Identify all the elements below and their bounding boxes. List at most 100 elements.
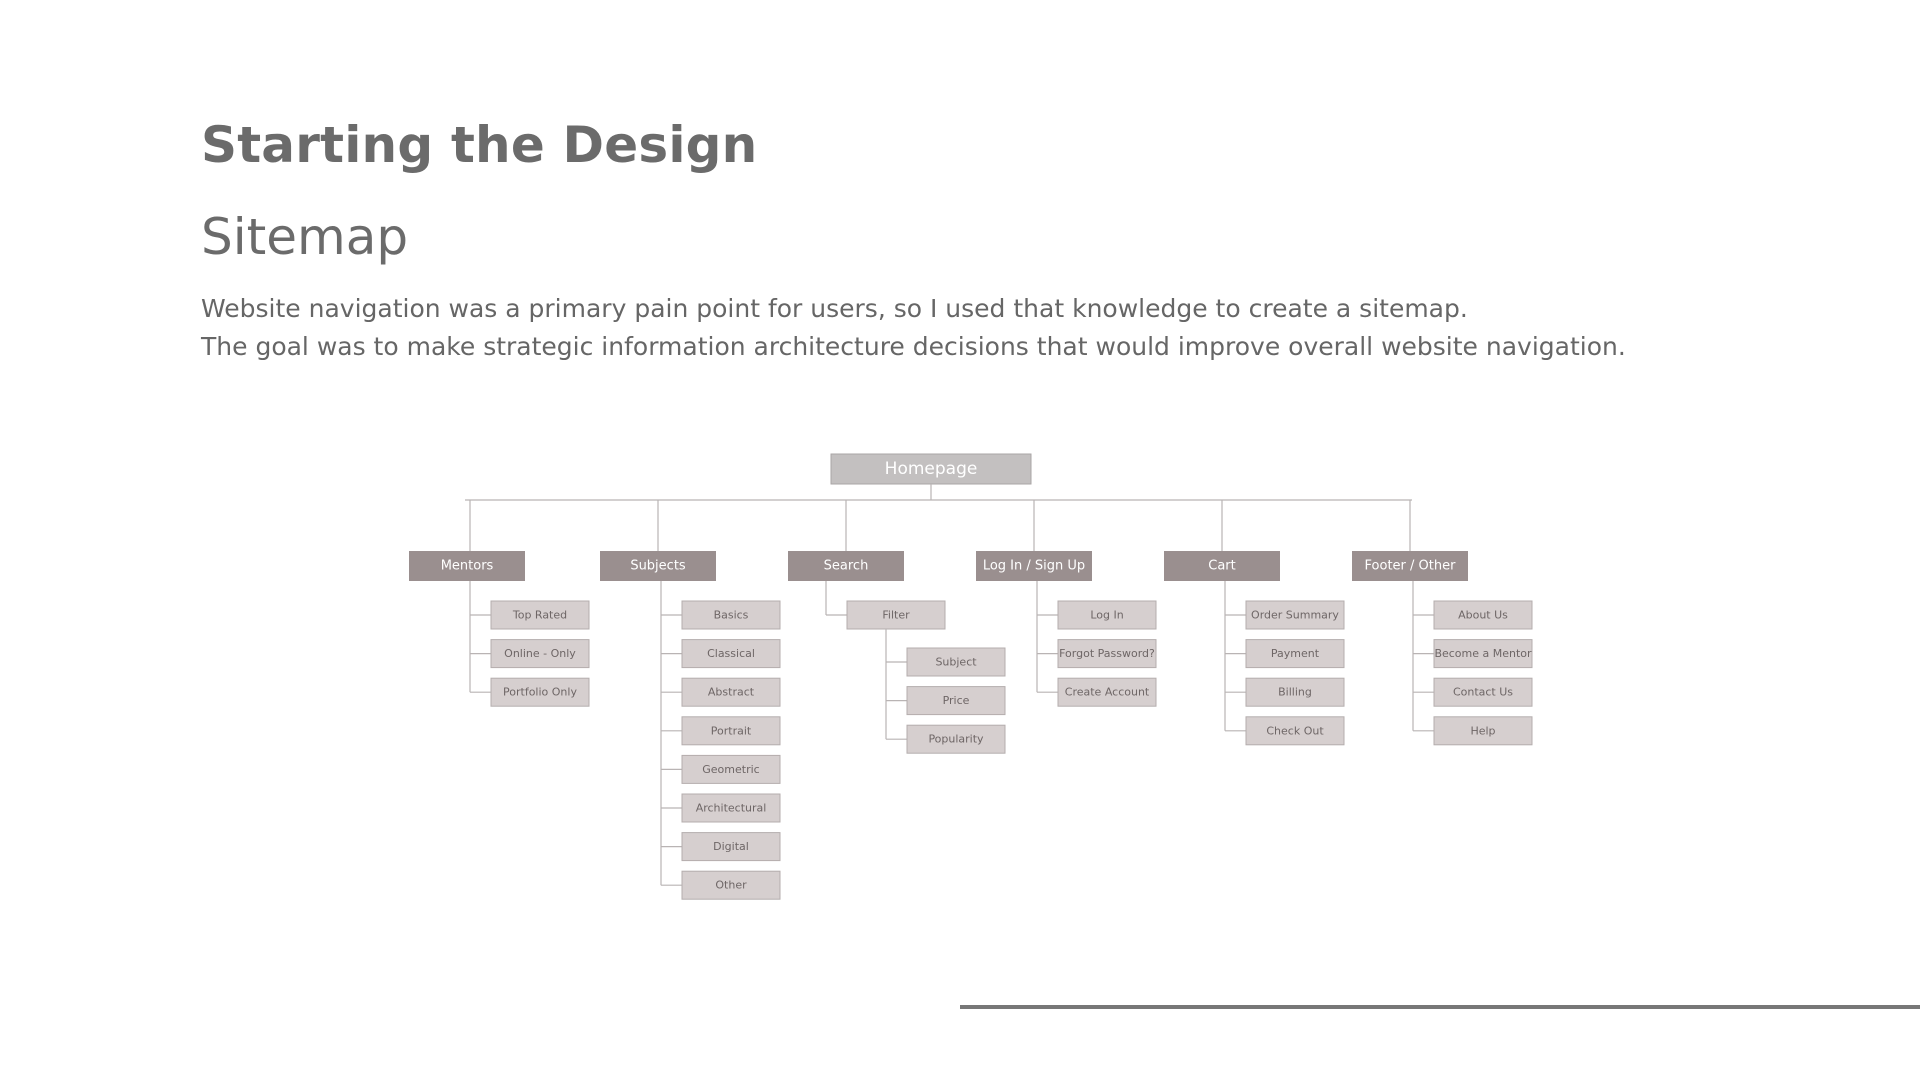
- sitemap-item-log-in: Log In: [1057, 600, 1157, 630]
- sitemap-item-check-out-box: [1245, 716, 1345, 746]
- sitemap-item-forgot-password: Forgot Password?: [1057, 639, 1157, 669]
- sitemap-item-portfolio-only-label: Portfolio Only: [503, 686, 577, 699]
- sitemap-root-homepage-label: Homepage: [885, 459, 978, 479]
- description-line-1: Website navigation was a primary pain po…: [201, 294, 1468, 323]
- sitemap-category-search: Search: [788, 551, 904, 581]
- sitemap-item-digital-label: Digital: [713, 840, 749, 853]
- sitemap-item-help-label: Help: [1470, 724, 1495, 737]
- sitemap-item-check-out: Check Out: [1245, 716, 1345, 746]
- sitemap-item-subject-box: [906, 647, 1006, 677]
- sitemap-root-homepage: Homepage: [830, 453, 1032, 485]
- sitemap-item-portrait-box: [681, 716, 781, 746]
- sitemap-item-architectural-label: Architectural: [696, 802, 767, 815]
- sitemap-item-help: Help: [1433, 716, 1533, 746]
- slide-subtitle: Sitemap: [201, 208, 409, 266]
- sitemap-item-price-box: [906, 686, 1006, 716]
- sitemap-item-geometric-label: Geometric: [702, 763, 759, 776]
- sitemap-item-popularity-label: Popularity: [928, 733, 984, 746]
- sitemap-item-abstract: Abstract: [681, 677, 781, 707]
- sitemap-item-billing-label: Billing: [1278, 686, 1312, 699]
- sitemap-item-become-a-mentor: Become a Mentor: [1433, 639, 1533, 669]
- sitemap-category-mentors-label: Mentors: [441, 559, 494, 574]
- sitemap-item-other-box: [681, 870, 781, 900]
- sitemap-item-top-rated-label: Top Rated: [512, 609, 567, 622]
- sitemap-item-subject-label: Subject: [935, 656, 977, 669]
- sitemap-item-price: Price: [906, 686, 1006, 716]
- sitemap-item-create-account: Create Account: [1057, 677, 1157, 707]
- sitemap-item-classical-box: [681, 639, 781, 669]
- sitemap-category-subjects-box: [600, 551, 716, 581]
- sitemap-item-geometric: Geometric: [681, 754, 781, 784]
- sitemap-item-portfolio-only-box: [490, 677, 590, 707]
- slide-title: Starting the Design: [201, 116, 758, 174]
- sitemap-item-contact-us-label: Contact Us: [1453, 686, 1513, 699]
- sitemap-category-search-label: Search: [824, 559, 869, 574]
- sitemap-item-become-a-mentor-box: [1433, 639, 1533, 669]
- sitemap-item-basics: Basics: [681, 600, 781, 630]
- sitemap-category-log-in-sign-up-box: [976, 551, 1092, 581]
- sitemap-category-log-in-sign-up-label: Log In / Sign Up: [983, 559, 1085, 574]
- sitemap-item-forgot-password-label: Forgot Password?: [1059, 647, 1155, 660]
- sitemap-item-classical: Classical: [681, 639, 781, 669]
- sitemap-item-architectural-box: [681, 793, 781, 823]
- sitemap-item-order-summary: Order Summary: [1245, 600, 1345, 630]
- sitemap-item-portrait: Portrait: [681, 716, 781, 746]
- sitemap-item-billing-box: [1245, 677, 1345, 707]
- sitemap-category-footer-other: Footer / Other: [1352, 551, 1468, 581]
- sitemap-category-mentors-box: [409, 551, 525, 581]
- sitemap-item-portfolio-only: Portfolio Only: [490, 677, 590, 707]
- sitemap-item-log-in-box: [1057, 600, 1157, 630]
- sitemap-item-top-rated: Top Rated: [490, 600, 590, 630]
- sitemap-item-filter: Filter: [846, 600, 946, 630]
- sitemap-item-log-in-label: Log In: [1090, 609, 1123, 622]
- sitemap-item-other: Other: [681, 870, 781, 900]
- sitemap-item-filter-box: [846, 600, 946, 630]
- sitemap-item-digital: Digital: [681, 832, 781, 862]
- sitemap-item-order-summary-label: Order Summary: [1251, 609, 1339, 622]
- sitemap-item-order-summary-box: [1245, 600, 1345, 630]
- sitemap-item-about-us: About Us: [1433, 600, 1533, 630]
- sitemap-item-popularity: Popularity: [906, 724, 1006, 754]
- sitemap-item-abstract-box: [681, 677, 781, 707]
- sitemap-item-about-us-label: About Us: [1458, 609, 1508, 622]
- sitemap-category-cart-label: Cart: [1208, 559, 1236, 574]
- sitemap-category-subjects-label: Subjects: [630, 559, 686, 574]
- sitemap-item-about-us-box: [1433, 600, 1533, 630]
- sitemap-category-footer-other-box: [1352, 551, 1468, 581]
- sitemap-item-architectural: Architectural: [681, 793, 781, 823]
- sitemap-item-subject: Subject: [906, 647, 1006, 677]
- sitemap-category-footer-other-label: Footer / Other: [1365, 559, 1457, 574]
- sitemap-item-create-account-label: Create Account: [1065, 686, 1150, 699]
- sitemap-item-portrait-label: Portrait: [711, 724, 752, 737]
- sitemap-item-billing: Billing: [1245, 677, 1345, 707]
- decorative-divider: [960, 1005, 1920, 1009]
- sitemap-item-payment-label: Payment: [1271, 647, 1320, 660]
- slide-description: Website navigation was a primary pain po…: [201, 290, 1626, 366]
- sitemap-category-mentors: Mentors: [409, 551, 525, 581]
- sitemap-item-geometric-box: [681, 754, 781, 784]
- sitemap-item-price-label: Price: [943, 694, 970, 707]
- sitemap-item-payment: Payment: [1245, 639, 1345, 669]
- sitemap-item-abstract-label: Abstract: [708, 686, 755, 699]
- sitemap-item-become-a-mentor-label: Become a Mentor: [1434, 647, 1532, 660]
- sitemap-item-popularity-box: [906, 724, 1006, 754]
- sitemap-item-classical-label: Classical: [707, 647, 755, 660]
- sitemap-item-create-account-box: [1057, 677, 1157, 707]
- sitemap-item-contact-us-box: [1433, 677, 1533, 707]
- sitemap-item-basics-box: [681, 600, 781, 630]
- sitemap-item-other-label: Other: [715, 879, 747, 892]
- sitemap-item-payment-box: [1245, 639, 1345, 669]
- sitemap-item-check-out-label: Check Out: [1266, 724, 1324, 737]
- sitemap-root-homepage-box: [830, 453, 1032, 485]
- sitemap-item-filter-label: Filter: [882, 609, 910, 622]
- sitemap-item-basics-label: Basics: [714, 609, 749, 622]
- sitemap-category-cart-box: [1164, 551, 1280, 581]
- sitemap-item-online-only: Online - Only: [490, 639, 590, 669]
- description-line-2: The goal was to make strategic informati…: [201, 332, 1626, 361]
- sitemap-category-log-in-sign-up: Log In / Sign Up: [976, 551, 1092, 581]
- sitemap-item-forgot-password-box: [1057, 639, 1157, 669]
- sitemap-category-subjects: Subjects: [600, 551, 716, 581]
- sitemap-item-contact-us: Contact Us: [1433, 677, 1533, 707]
- sitemap-item-digital-box: [681, 832, 781, 862]
